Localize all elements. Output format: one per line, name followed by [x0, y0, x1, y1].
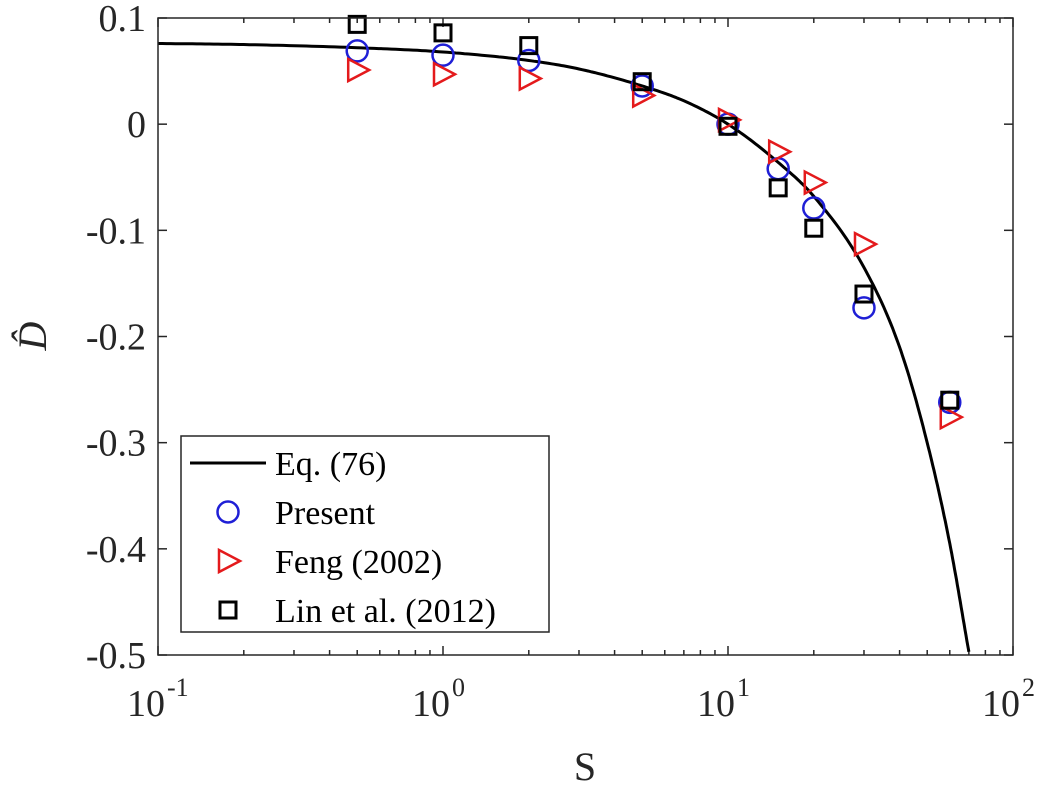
x-tick-exponent: 0	[452, 673, 465, 702]
curve-layer	[158, 42, 971, 653]
legend-entry: Present	[216, 495, 376, 532]
x-tick-base: 10	[982, 683, 1020, 725]
x-tick-labels: 10 -1 10 0 10 1 10 2	[127, 673, 1035, 725]
y-tick-label: -0.1	[86, 210, 146, 252]
series-square	[347, 14, 960, 410]
legend-marker-swatch	[218, 600, 238, 620]
x-tick-base: 10	[412, 683, 450, 725]
legend: Eq. (76) Present Feng (2002) Lin et al. (20…	[180, 435, 550, 633]
data-point-circle	[630, 74, 654, 98]
data-point-square	[804, 218, 824, 238]
data-point-triangle-right	[853, 231, 879, 258]
data-point-square	[519, 36, 539, 56]
data-point-square	[433, 23, 453, 43]
x-tick-label: 10 0	[412, 673, 465, 725]
plot-frame	[157, 17, 1014, 656]
data-point-triangle-right	[518, 65, 544, 92]
legend-label: Lin et al. (2012)	[275, 593, 496, 630]
x-tick-base: 10	[697, 683, 735, 725]
legend-entry: Feng (2002)	[217, 544, 442, 581]
axis-ticks	[157, 17, 1014, 656]
data-point-circle	[852, 296, 876, 320]
legend-marker-swatch	[216, 500, 240, 524]
data-point-square	[718, 116, 738, 136]
legend-label: Eq. (76)	[275, 446, 386, 483]
y-tick-label: -0.2	[86, 317, 146, 359]
series-triangle-right	[346, 56, 965, 431]
legend-entry: Eq. (76)	[190, 446, 386, 483]
data-point-square	[347, 14, 367, 34]
x-tick-exponent: -1	[167, 673, 189, 702]
data-point-triangle-right	[346, 56, 372, 84]
series-circle	[345, 39, 962, 415]
legend-label: Present	[275, 495, 376, 532]
legend-entry: Lin et al. (2012)	[218, 593, 496, 630]
data-point-triangle-right	[803, 169, 829, 196]
series-line-eq76	[158, 42, 971, 653]
legend-box	[180, 435, 550, 633]
data-point-triangle-right	[432, 61, 458, 88]
y-tick-label: 0.1	[99, 0, 147, 40]
y-tick-label: 0	[127, 104, 146, 146]
x-tick-label: 10 -1	[127, 673, 189, 725]
x-tick-label: 10 1	[697, 673, 750, 725]
y-axis-label: D̂	[10, 321, 55, 351]
y-tick-labels: 0.1 0 -0.1 -0.2 -0.3 -0.4 -0.5	[86, 0, 146, 677]
data-point-square	[632, 72, 652, 92]
data-point-circle	[431, 43, 455, 67]
legend-label: Feng (2002)	[275, 544, 442, 581]
y-tick-label: -0.4	[86, 529, 146, 571]
x-tick-base: 10	[127, 683, 165, 725]
data-point-square	[854, 284, 874, 304]
x-tick-exponent: 2	[1022, 673, 1035, 702]
x-axis-label: S	[574, 744, 596, 787]
legend-marker-swatch	[217, 547, 243, 575]
x-tick-exponent: 1	[737, 673, 750, 702]
y-tick-label: -0.5	[86, 635, 146, 677]
data-point-square	[940, 390, 960, 410]
data-point-triangle-right	[939, 404, 965, 431]
y-tick-label: -0.3	[86, 423, 146, 465]
data-point-triangle-right	[767, 138, 793, 165]
x-tick-label: 10 2	[982, 673, 1035, 725]
marker-layer	[345, 14, 965, 431]
data-point-circle	[345, 39, 369, 63]
data-point-circle	[802, 196, 826, 220]
data-point-square	[768, 178, 788, 198]
